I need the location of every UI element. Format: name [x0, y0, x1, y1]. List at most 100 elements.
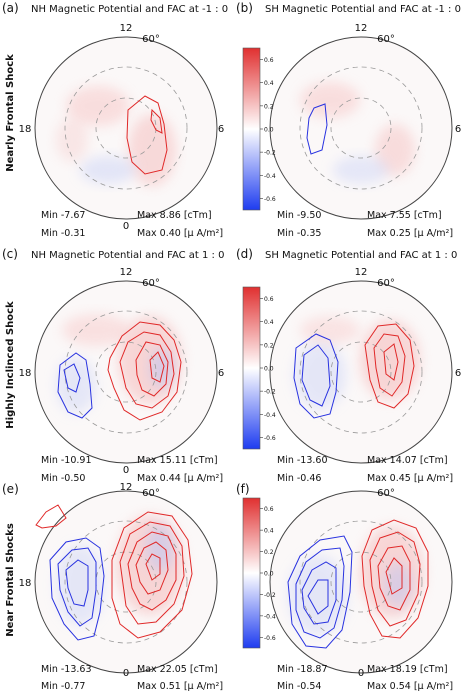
panel-e-max-fac: Max 0.51 [μ A/m²] — [137, 681, 223, 692]
fac-contour-red — [150, 108, 163, 134]
panel-c-max-pot: Max 15.11 [cTm] — [137, 455, 218, 466]
fac-contour-blue — [307, 579, 329, 615]
panel-a-max-pot: Max 8.86 [cTm] — [137, 210, 212, 221]
fac-contour-red — [145, 553, 161, 581]
fac-contour-red — [377, 545, 411, 611]
fac-contour-red — [126, 95, 168, 175]
colorbar-tick-label: -0.6 — [264, 635, 276, 642]
tick-latitude: 60° — [377, 278, 395, 289]
panel-e: (e) 12 60° 18 0 Min -13.63 Max 22.05 [cT… — [2, 482, 223, 692]
tick-dusk: 18 — [19, 578, 32, 589]
tick-noon: 12 — [355, 23, 368, 34]
panel-d-max-fac: Max 0.45 [μ A/m²] — [367, 473, 453, 484]
fac-contour-blue — [57, 352, 93, 419]
panel-a-min-pot: Min -7.67 — [41, 210, 85, 221]
colorbar-tick-label: 0.4 — [264, 528, 274, 535]
colorbar-tick-label: -0.2 — [264, 150, 276, 157]
tick-dawn: 6 — [455, 124, 461, 135]
colorbar-tick-label: -0.4 — [264, 173, 276, 180]
panel-d: (d) SH Magnetic Potential and FAC at 1 :… — [236, 247, 461, 484]
tick-latitude: 60° — [377, 34, 395, 45]
colorbars: 0.6 0.4 0.2 0.0 -0.2 -0.4 -0.6 0.6 0.4 0.2 0.0 -0.2… — [242, 47, 276, 649]
fac-contour-red — [135, 341, 169, 397]
fac-contour-blue — [65, 559, 89, 607]
colorbar-tick-label: -0.4 — [264, 613, 276, 620]
panel-d-max-pot: Max 14.07 [cTm] — [367, 455, 448, 466]
panel-c-min-fac: Min -0.50 — [41, 473, 85, 484]
panel-d-min-fac: Min -0.46 — [277, 473, 321, 484]
tick-noon: 12 — [120, 267, 133, 278]
colorbar-tick-label: 0.0 — [264, 366, 274, 373]
tick-dusk: 18 — [19, 124, 32, 135]
panel-f: (f) 60° 0 Min -18.87 Max 18.19 [cTm] Min… — [236, 482, 453, 692]
panel-e-min-pot: Min -13.63 — [41, 664, 92, 675]
tick-latitude: 60° — [377, 488, 395, 499]
fac-contour-red — [373, 333, 406, 397]
panel-b-max-fac: Max 0.25 [μ A/m²] — [367, 228, 453, 239]
fac-contour-red — [119, 521, 185, 625]
fac-contour-red — [119, 331, 175, 409]
fac-contour-red — [111, 511, 193, 639]
panel-b-letter: (b) — [236, 1, 253, 15]
colorbar-2 — [242, 286, 261, 450]
colorbar-tick-label: 0.2 — [264, 549, 274, 556]
panel-f-max-fac: Max 0.54 [μ A/m²] — [367, 681, 453, 692]
colorbar-tick-label: -0.4 — [264, 412, 276, 419]
fac-contour-red — [383, 343, 399, 381]
panel-b: (b) SH Magnetic Potential and FAC at -1 … — [236, 1, 461, 239]
panel-e-letter: (e) — [2, 482, 19, 496]
panel-c-min-pot: Min -10.91 — [41, 455, 92, 466]
fac-contour-red — [107, 321, 182, 421]
tick-midnight: 0 — [358, 668, 364, 679]
colorbar-3 — [242, 497, 261, 649]
panel-f-max-pot: Max 18.19 [cTm] — [367, 664, 448, 675]
colorbar-tick-label: 0.6 — [264, 296, 274, 303]
tick-noon: 12 — [120, 482, 133, 493]
panel-d-min-pot: Min -13.60 — [277, 455, 328, 466]
row-label-2: Highly Inclinced Shock — [5, 301, 16, 429]
panel-b-max-pot: Max 7.55 [cTm] — [367, 210, 442, 221]
panel-a: (a) NH Magnetic Potential and FAC at -1 … — [2, 1, 228, 239]
panel-c-letter: (c) — [2, 247, 18, 261]
panel-f-letter: (f) — [236, 482, 250, 496]
fac-contour-blue — [301, 561, 337, 625]
colorbar-tick-label: -0.6 — [264, 196, 276, 203]
panel-e-max-pot: Max 22.05 [cTm] — [137, 664, 218, 675]
panel-f-min-fac: Min -0.54 — [277, 681, 321, 692]
panel-a-min-fac: Min -0.31 — [41, 228, 85, 239]
colorbar-tick-label: 0.6 — [264, 506, 274, 513]
panel-d-letter: (d) — [236, 247, 253, 261]
tick-dusk: 18 — [19, 368, 32, 379]
colorbar-tick-label: 0.0 — [264, 127, 274, 134]
panel-e-min-fac: Min -0.77 — [41, 681, 85, 692]
fac-contour-red — [127, 531, 177, 611]
colorbar-1 — [242, 47, 261, 211]
tick-latitude: 60° — [142, 34, 160, 45]
panel-c-title: NH Magnetic Potential and FAC at 1 : 0 — [31, 250, 224, 261]
colorbar-tick-label: 0.4 — [264, 319, 274, 326]
colorbar-tick-label: 0.2 — [264, 103, 274, 110]
tick-noon: 12 — [120, 23, 133, 34]
fac-contour-blue — [301, 344, 331, 407]
row-label-1: Nearly Frontal Shock — [5, 54, 16, 172]
tick-dawn: 6 — [218, 368, 224, 379]
fac-contour-red — [385, 557, 403, 595]
fac-contour-red — [364, 323, 415, 409]
tick-latitude: 60° — [142, 488, 160, 499]
fac-contour-red — [149, 351, 165, 383]
fac-contour-red — [369, 531, 421, 627]
colorbar-tick-label: 0.0 — [264, 571, 274, 578]
panel-c: (c) NH Magnetic Potential and FAC at 1 :… — [2, 247, 224, 484]
tick-dawn: 6 — [218, 124, 224, 135]
panel-b-title: SH Magnetic Potential and FAC at -1 : 0 — [265, 4, 461, 15]
tick-midnight: 0 — [123, 221, 129, 232]
fac-contour-blue — [57, 547, 97, 627]
tick-midnight: 0 — [123, 465, 129, 476]
fac-contour-blue — [293, 333, 339, 419]
panel-c-max-fac: Max 0.44 [μ A/m²] — [137, 473, 223, 484]
colorbar-tick-label: -0.2 — [264, 389, 276, 396]
colorbar-tick-label: 0.6 — [264, 57, 274, 64]
fac-contour-blue — [295, 547, 345, 639]
tick-midnight: 0 — [123, 668, 129, 679]
